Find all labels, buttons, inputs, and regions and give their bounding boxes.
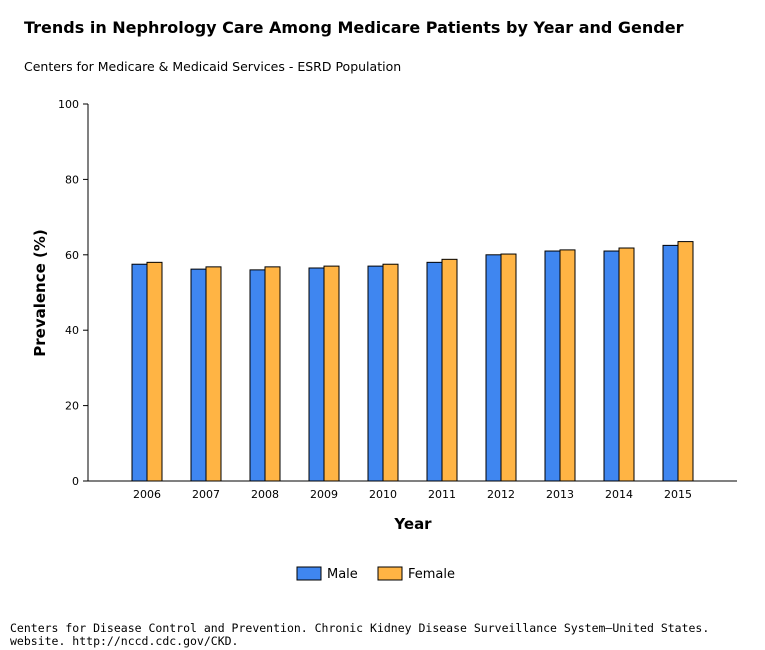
legend-label-male: Male (327, 567, 358, 582)
x-tick-label: 2006 (133, 488, 161, 501)
bar-male-2009 (308, 267, 325, 482)
y-tick-label: 60 (65, 249, 79, 262)
y-tick-label: 100 (58, 98, 79, 111)
y-axis-title: Prevalence (%) (31, 229, 49, 357)
legend-label-female: Female (408, 567, 455, 582)
x-ticks-group: 2006 2007 2008 2009 2010 2011 2012 2013 2014 2015 (133, 488, 692, 501)
bar-male-2012 (485, 254, 502, 482)
x-tick-label: 2014 (605, 488, 633, 501)
bar-female-2009 (323, 265, 340, 482)
legend-swatch-male (296, 566, 322, 581)
x-axis-title: Year (393, 515, 432, 533)
x-tick-label: 2007 (192, 488, 220, 501)
source-line-1: Centers for Disease Control and Preventi… (10, 621, 710, 635)
bar-male-2011 (426, 261, 443, 482)
bar-male-2014 (603, 250, 620, 482)
x-tick-label: 2015 (664, 488, 692, 501)
x-tick-label: 2013 (546, 488, 574, 501)
legend: Male Female (296, 566, 455, 582)
bar-female-2015 (677, 241, 694, 482)
y-tick-label: 20 (65, 400, 79, 413)
bar-female-2014 (618, 247, 635, 482)
x-tick-label: 2010 (369, 488, 397, 501)
source-citation: Centers for Disease Control and Preventi… (10, 622, 709, 648)
bar-male-2007 (190, 268, 207, 482)
x-tick-label: 2008 (251, 488, 279, 501)
x-tick-label: 2011 (428, 488, 456, 501)
y-tick-label: 80 (65, 173, 79, 186)
bar-male-2006 (131, 263, 148, 482)
y-ticks-group: 0 20 40 60 80 100 (58, 98, 88, 488)
bar-male-2008 (249, 269, 266, 482)
bar-female-2008 (264, 266, 281, 482)
bar-male-2010 (367, 265, 384, 482)
bar-male-2015 (662, 244, 679, 482)
chart-title: Trends in Nephrology Care Among Medicare… (24, 18, 684, 37)
legend-swatch-female (377, 566, 403, 581)
bar-female-2010 (382, 263, 399, 482)
bar-male-2013 (544, 250, 561, 482)
source-line-2: website. http://nccd.cdc.gov/CKD. (10, 634, 239, 648)
x-tick-label: 2012 (487, 488, 515, 501)
bar-female-2012 (500, 253, 517, 482)
bar-chart: 0 20 40 60 80 100 2006 2007 2008 2009 2010 2011 201… (31, 98, 737, 582)
bar-female-2011 (441, 258, 458, 482)
bar-female-2007 (205, 266, 222, 482)
bar-female-2006 (146, 261, 163, 482)
bar-female-2013 (559, 249, 576, 482)
x-tick-label: 2009 (310, 488, 338, 501)
y-tick-label: 0 (72, 475, 79, 488)
chart-subtitle: Centers for Medicare & Medicaid Services… (24, 59, 402, 74)
y-tick-label: 40 (65, 324, 79, 337)
bars-group (131, 241, 694, 482)
